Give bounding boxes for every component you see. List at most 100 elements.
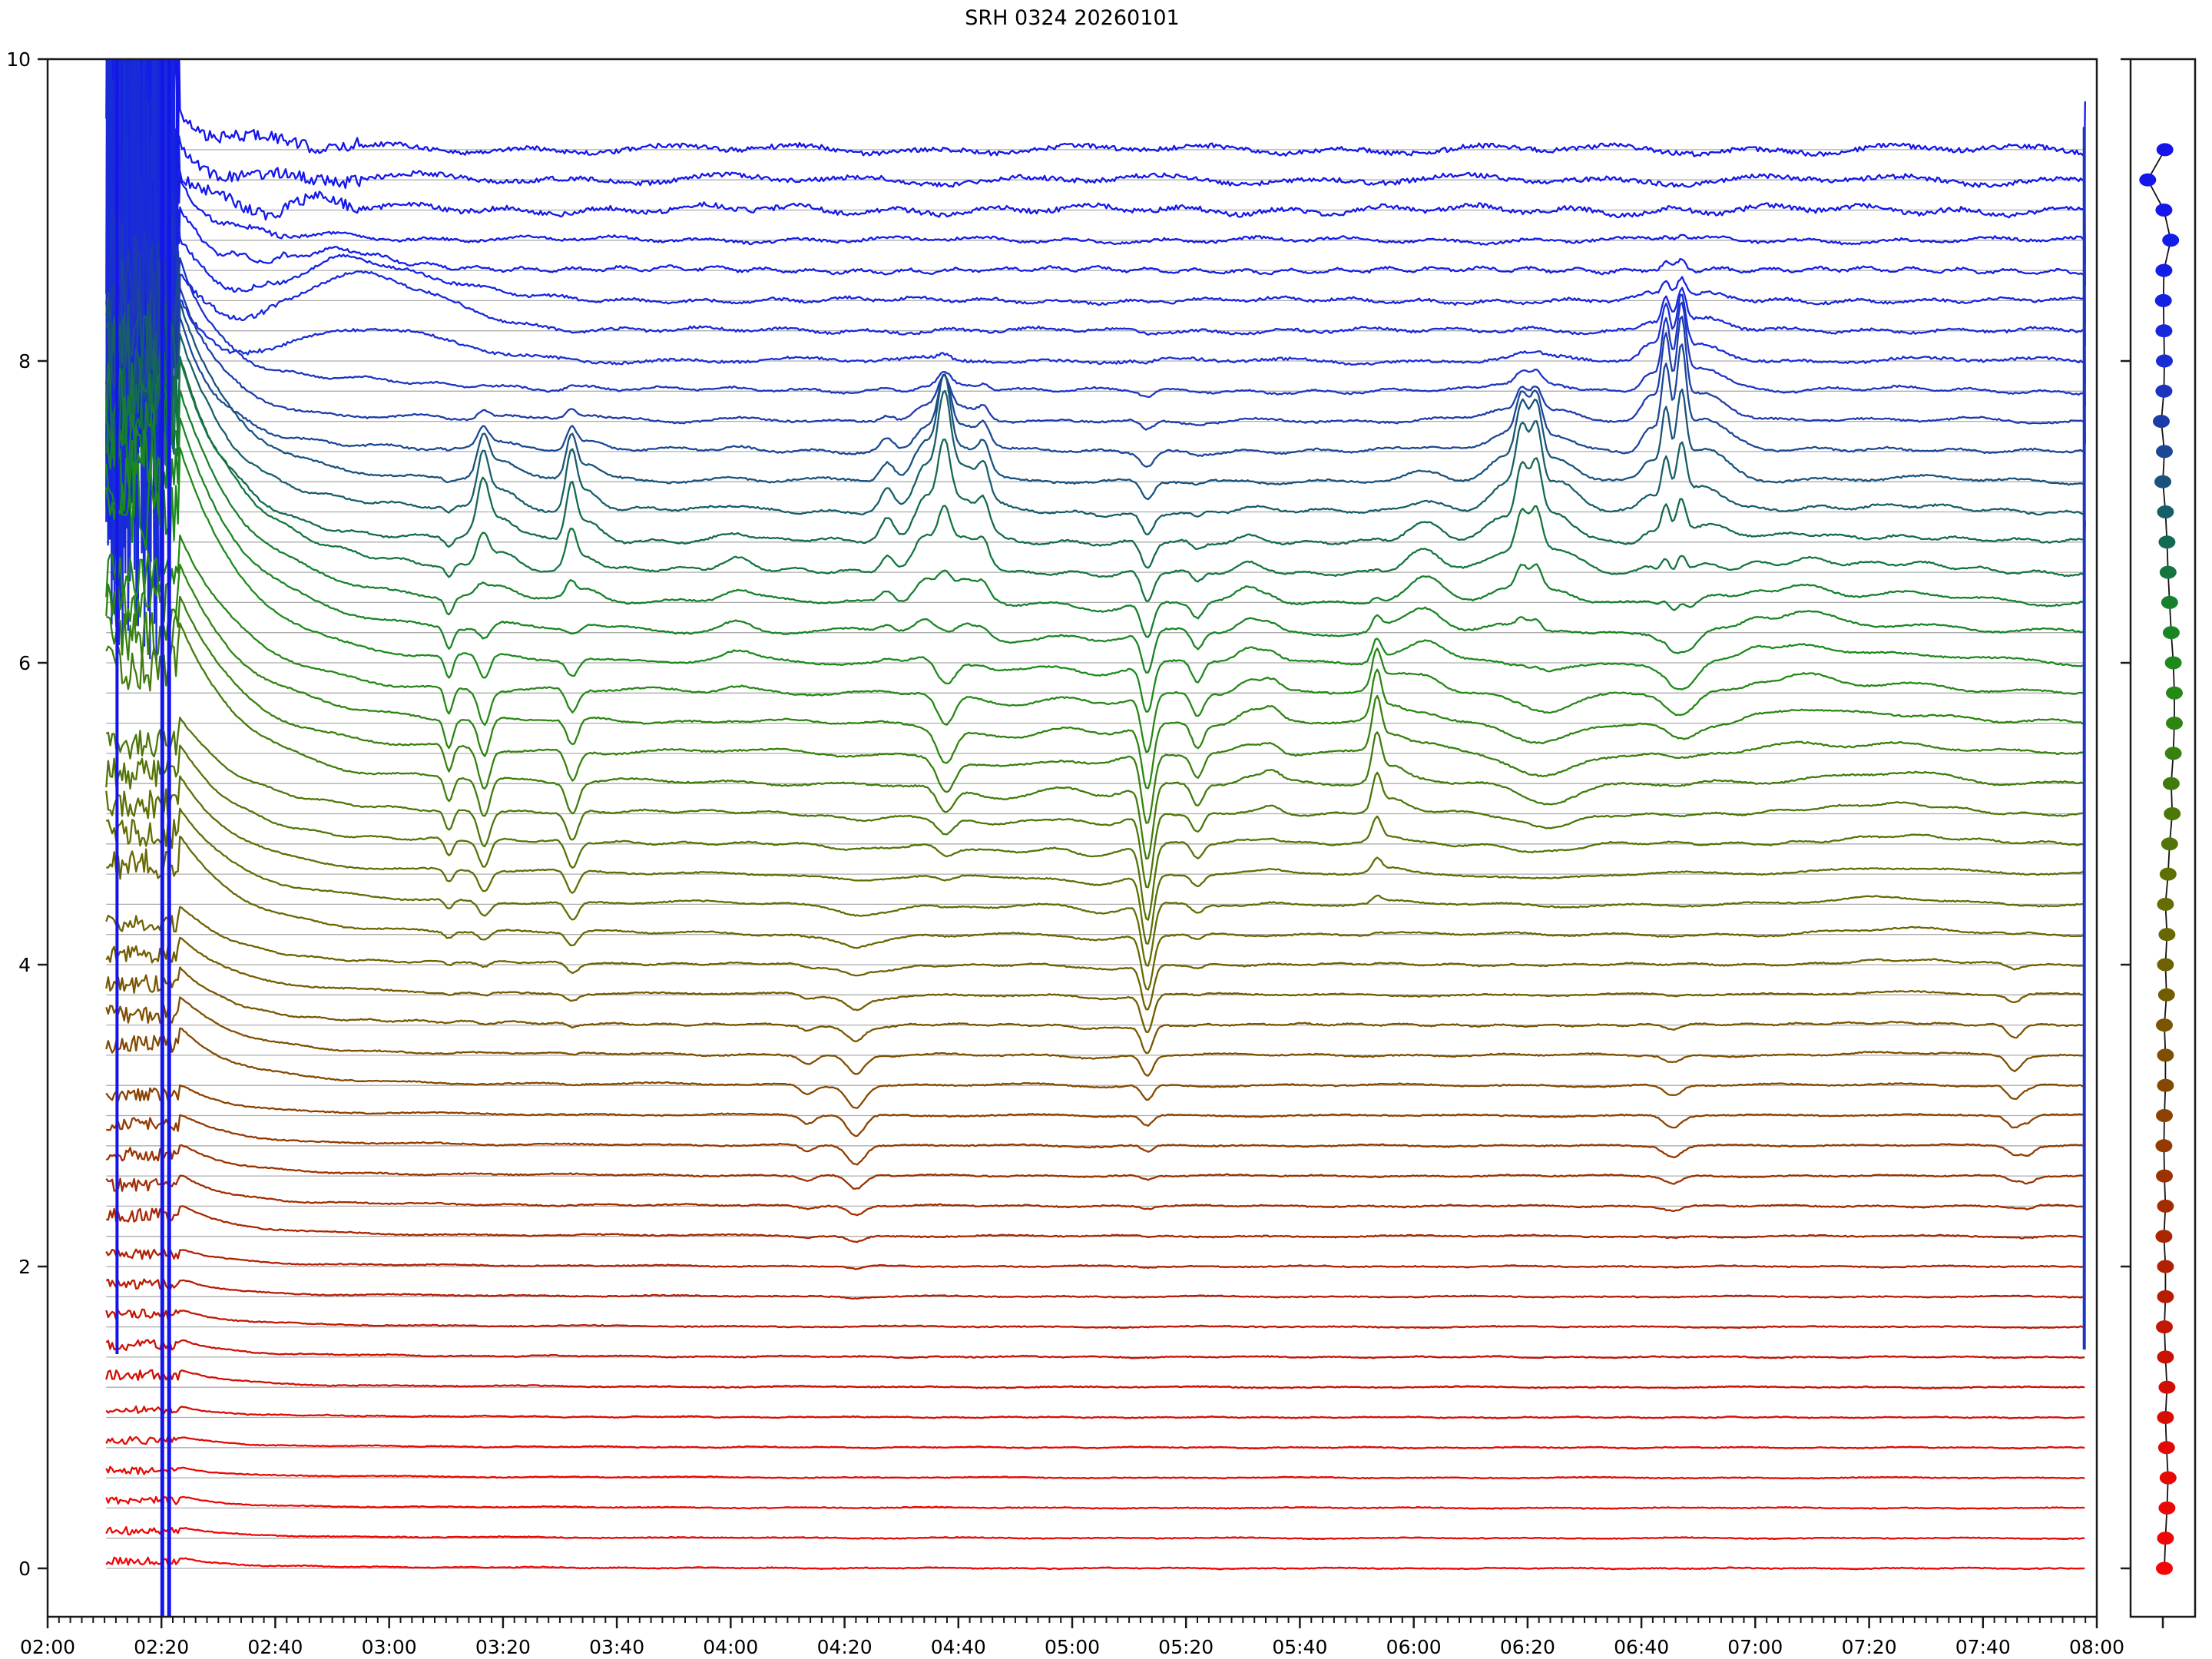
- page-title: SRH 0324 20260101: [965, 6, 1180, 30]
- frequency-dot: [2166, 717, 2183, 730]
- plot-area: [105, 59, 2086, 1617]
- frequency-dot: [2156, 445, 2173, 459]
- frequency-dot: [2156, 1320, 2173, 1334]
- frequency-dot: [2164, 656, 2182, 670]
- trace-line: [105, 1435, 2085, 1450]
- frequency-dot: [2158, 1501, 2176, 1515]
- x-tick-label: 06:20: [1500, 1636, 1555, 1658]
- trace-line: [105, 291, 2085, 501]
- trace-line: [105, 59, 2086, 592]
- frequency-dot: [2166, 686, 2183, 700]
- trace-line: [105, 1027, 2085, 1109]
- trace-line: [105, 59, 2086, 664]
- trace-line: [105, 1308, 2085, 1330]
- frequency-dot: [2161, 595, 2178, 609]
- frequency-dot: [2154, 293, 2172, 307]
- trace-line: [105, 1339, 2085, 1359]
- x-tick-label: 03:00: [362, 1636, 417, 1658]
- trace-line: [105, 1405, 2085, 1419]
- trace-line: [105, 417, 2085, 674]
- frequency-dot: [2157, 1411, 2174, 1424]
- x-tick-label: 05:20: [1158, 1636, 1214, 1658]
- trace-line: [105, 59, 2086, 518]
- trace-line: [105, 389, 2085, 638]
- frequency-dot: [2157, 1441, 2175, 1455]
- x-major-ticks: 02:00 02:20 02:40 03:00 03:20 03:40 04:00 04:20…: [20, 1617, 2124, 1658]
- trace-line: [105, 807, 2085, 967]
- frequency-dot: [2155, 1139, 2173, 1153]
- x-tick-label: 04:00: [703, 1636, 758, 1658]
- frequency-dot: [2156, 1561, 2173, 1575]
- trace-line: [107, 59, 2086, 525]
- trace-line: [105, 258, 2085, 468]
- frequency-dot: [2157, 1532, 2174, 1545]
- frequency-dot: [2156, 354, 2173, 368]
- frequency-dot: [2157, 1290, 2174, 1303]
- trace-line: [105, 1248, 2085, 1270]
- frequency-dot: [2158, 535, 2176, 549]
- frequency-traces: [105, 59, 2086, 1571]
- trace-line: [105, 1174, 2085, 1217]
- x-tick-label: 06:40: [1614, 1636, 1669, 1658]
- x-tick-label: 07:20: [1842, 1636, 1897, 1658]
- frequency-dot: [2155, 204, 2173, 217]
- frequency-dot: [2155, 384, 2173, 398]
- frequency-dot: [2157, 1078, 2174, 1092]
- x-tick-label: 04:20: [817, 1636, 873, 1658]
- frequency-dot: [2161, 837, 2178, 851]
- x-tick-label: 08:00: [2069, 1636, 2124, 1658]
- trace-line: [105, 349, 2086, 569]
- x-tick-label: 02:00: [20, 1636, 75, 1658]
- trace-line: [106, 1114, 2085, 1166]
- frequency-dot: [2162, 777, 2180, 790]
- trace-line: [106, 835, 2085, 991]
- trace-line: [105, 1369, 2085, 1389]
- trace-line: [105, 358, 2085, 602]
- trace-line: [105, 564, 2085, 790]
- frequency-dot: [2158, 1380, 2176, 1394]
- x-tick-label: 05:00: [1045, 1636, 1100, 1658]
- trace-line: [105, 312, 2085, 535]
- frequency-dot: [2156, 1018, 2173, 1032]
- frequency-dot: [2155, 324, 2173, 338]
- x-tick-label: 04:40: [931, 1636, 986, 1658]
- y-tick-label: 2: [18, 1256, 31, 1278]
- frequency-dot: [2162, 626, 2180, 640]
- frequency-index-panel: [2121, 58, 2197, 1628]
- frequency-dot: [2162, 233, 2180, 247]
- trace-line: [105, 446, 2085, 713]
- trace-line: [105, 236, 2085, 431]
- x-minor-ticks: [58, 1617, 2087, 1623]
- x-tick-label: 02:40: [247, 1636, 303, 1658]
- trace-line: [105, 59, 2086, 456]
- frequency-dot: [2155, 263, 2173, 277]
- x-tick-label: 05:40: [1272, 1636, 1327, 1658]
- trace-line: [105, 207, 2085, 399]
- frequency-dot: [2157, 1199, 2174, 1213]
- frequency-dot: [2158, 928, 2176, 942]
- trace-line: [105, 534, 2085, 753]
- frequency-dot: [2157, 1260, 2174, 1273]
- y-ticks: 0 2 4 6 8 10: [6, 48, 48, 1580]
- x-tick-label: 06:00: [1386, 1636, 1442, 1658]
- frequency-dot: [2157, 897, 2174, 911]
- y-tick-label: 8: [18, 350, 31, 373]
- x-tick-label: 07:40: [1955, 1636, 2011, 1658]
- trace-line: [105, 59, 2086, 484]
- trace-line: [105, 906, 2085, 1011]
- trace-line: [105, 996, 2085, 1077]
- frequency-dot: [2154, 475, 2171, 488]
- frequency-dot: [2139, 173, 2157, 187]
- x-tick-label: 03:20: [475, 1636, 531, 1658]
- frequency-dot: [2159, 867, 2177, 881]
- trace-line: [105, 717, 2085, 889]
- trace-line: [105, 1556, 2085, 1571]
- frequency-dot: [2159, 565, 2177, 579]
- trace-line: [105, 936, 2085, 1034]
- trace-line: [105, 1465, 2085, 1480]
- frequency-dot: [2155, 1230, 2173, 1243]
- x-tick-label: 07:00: [1727, 1636, 1783, 1658]
- frequency-dot: [2156, 1109, 2173, 1122]
